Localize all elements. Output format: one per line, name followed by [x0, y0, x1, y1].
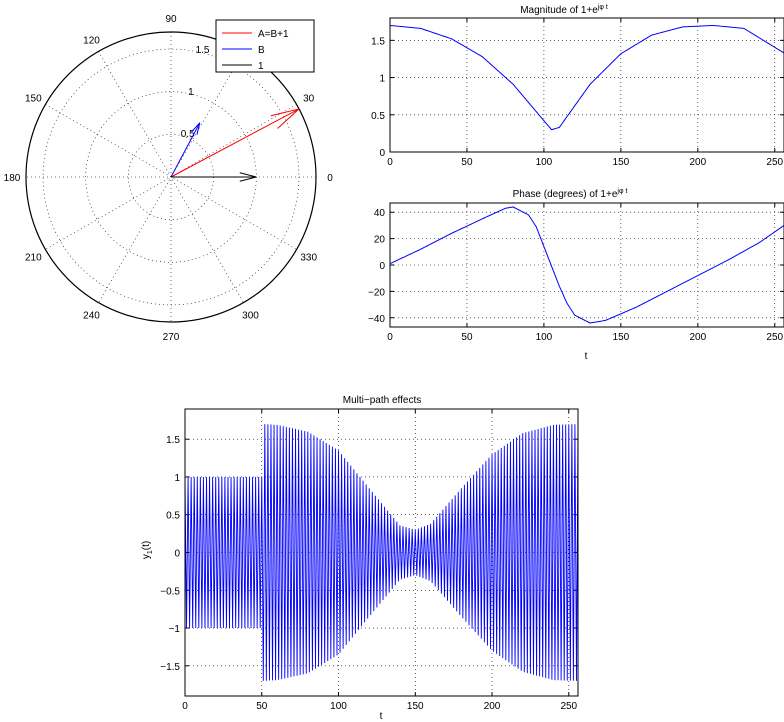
mag-ytick-label: 1.5 — [371, 36, 385, 47]
multi-ytick-label: −1.5 — [160, 662, 180, 673]
phase-xtick-label: 250 — [766, 332, 783, 343]
multi-xtick-label: 200 — [484, 701, 501, 712]
mag-ytick-label: 0 — [379, 148, 385, 159]
mag-xtick-label: 150 — [613, 157, 630, 168]
magnitude-line — [389, 24, 784, 131]
polar-spoke — [98, 51, 244, 303]
polar-angle-tick-label: 180 — [4, 173, 21, 184]
polar-angle-tick-label: 30 — [303, 94, 315, 105]
magnitude-plot: 0 50 100 150 200 250 0 0.5 1 1.5 — [371, 17, 784, 168]
phase-xtick-label: 150 — [613, 332, 630, 343]
mag-ytick-label: 0.5 — [371, 111, 385, 122]
polar-angle-tick-label: 300 — [242, 311, 259, 322]
polar-angle-tick-label: 0 — [327, 173, 333, 184]
polar-spoke — [98, 51, 244, 303]
mag-frame — [389, 17, 784, 153]
phase-ytick-label: −20 — [368, 287, 385, 298]
polar-radius-tick-label: 0.5 — [181, 129, 195, 140]
polar-angle-tick-label: 240 — [83, 311, 100, 322]
legend-label: 1 — [258, 61, 264, 72]
phase-xtick-label: 50 — [461, 332, 473, 343]
legend-label: A=B+1 — [258, 29, 289, 40]
multi-xtick-label: 100 — [330, 701, 347, 712]
phase-frame — [389, 202, 784, 328]
vector-B — [170, 122, 201, 178]
phase-line — [389, 206, 784, 324]
multi-ytick-label: −0.5 — [160, 586, 180, 597]
vector-AB1 — [170, 108, 300, 178]
mag-xtick-label: 250 — [766, 157, 783, 168]
multi-ytick-label: 0 — [174, 549, 180, 560]
multi-xtick-label: 50 — [256, 701, 268, 712]
phase-ytick-label: 0 — [379, 261, 385, 272]
polar-angle-tick-label: 210 — [25, 253, 42, 264]
polar-angle-tick-label: 150 — [25, 94, 42, 105]
polar-radius-tick-label: 1 — [188, 87, 194, 98]
multipath-x-axis-label: t — [380, 711, 383, 722]
legend-label: B — [258, 45, 265, 56]
multi-ytick-label: 0.5 — [166, 511, 180, 522]
phase-xtick-label: 100 — [536, 332, 553, 343]
mag-xtick-label: 0 — [387, 157, 393, 168]
multi-frame — [184, 408, 579, 697]
polar-radius-tick-label: 1.5 — [196, 45, 210, 56]
vector-arrowhead — [239, 172, 257, 182]
phase-title: Phase (degrees) of 1+ejφ t — [513, 188, 628, 200]
mag-xtick-label: 50 — [461, 157, 473, 168]
vector-arrowhead — [191, 122, 201, 135]
polar-angle-tick-label: 120 — [83, 35, 100, 46]
polar-angle-tick-label: 270 — [163, 332, 180, 343]
phase-plot: 0 50 100 150 200 250 −40 −20 0 20 40 — [368, 202, 784, 343]
mag-xtick-label: 200 — [689, 157, 706, 168]
polar-angle-tick-label: 330 — [300, 253, 317, 264]
polar-angle-tick-label: 90 — [165, 14, 177, 25]
multipath-y-axis-label: y1(t) — [141, 541, 154, 559]
phase-xtick-label: 0 — [387, 332, 393, 343]
phase-xtick-label: 200 — [689, 332, 706, 343]
multi-xtick-label: 0 — [182, 701, 188, 712]
multipath-title: Multi−path effects — [343, 395, 421, 406]
polar-spoke — [45, 104, 297, 250]
multi-ytick-label: 1 — [174, 473, 180, 484]
polar-legend: A=B+1 B 1 — [215, 19, 315, 73]
vector-arrowhead — [270, 108, 300, 129]
mag-xtick-label: 100 — [536, 157, 553, 168]
phase-ytick-label: 20 — [374, 235, 386, 246]
multi-ytick-label: 1.5 — [166, 435, 180, 446]
mag-ytick-label: 1 — [379, 74, 385, 85]
multi-ytick-label: −1 — [169, 624, 181, 635]
phase-ytick-label: −40 — [368, 314, 385, 325]
multi-xtick-label: 250 — [560, 701, 577, 712]
multi-xtick-label: 150 — [407, 701, 424, 712]
phase-ytick-label: 40 — [374, 208, 386, 219]
phase-x-axis-label: t — [585, 351, 588, 362]
multipath-signal-line — [184, 424, 579, 681]
polar-plot: 90120150180210240270300330030600.511.5 — [4, 14, 334, 343]
magnitude-title: Magnitude of 1+ejφ t — [520, 4, 608, 16]
multipath-plot: 0 50 100 150 200 250 −1.5 −1 −0.5 0 0.5 1 1.5 — [160, 408, 579, 712]
